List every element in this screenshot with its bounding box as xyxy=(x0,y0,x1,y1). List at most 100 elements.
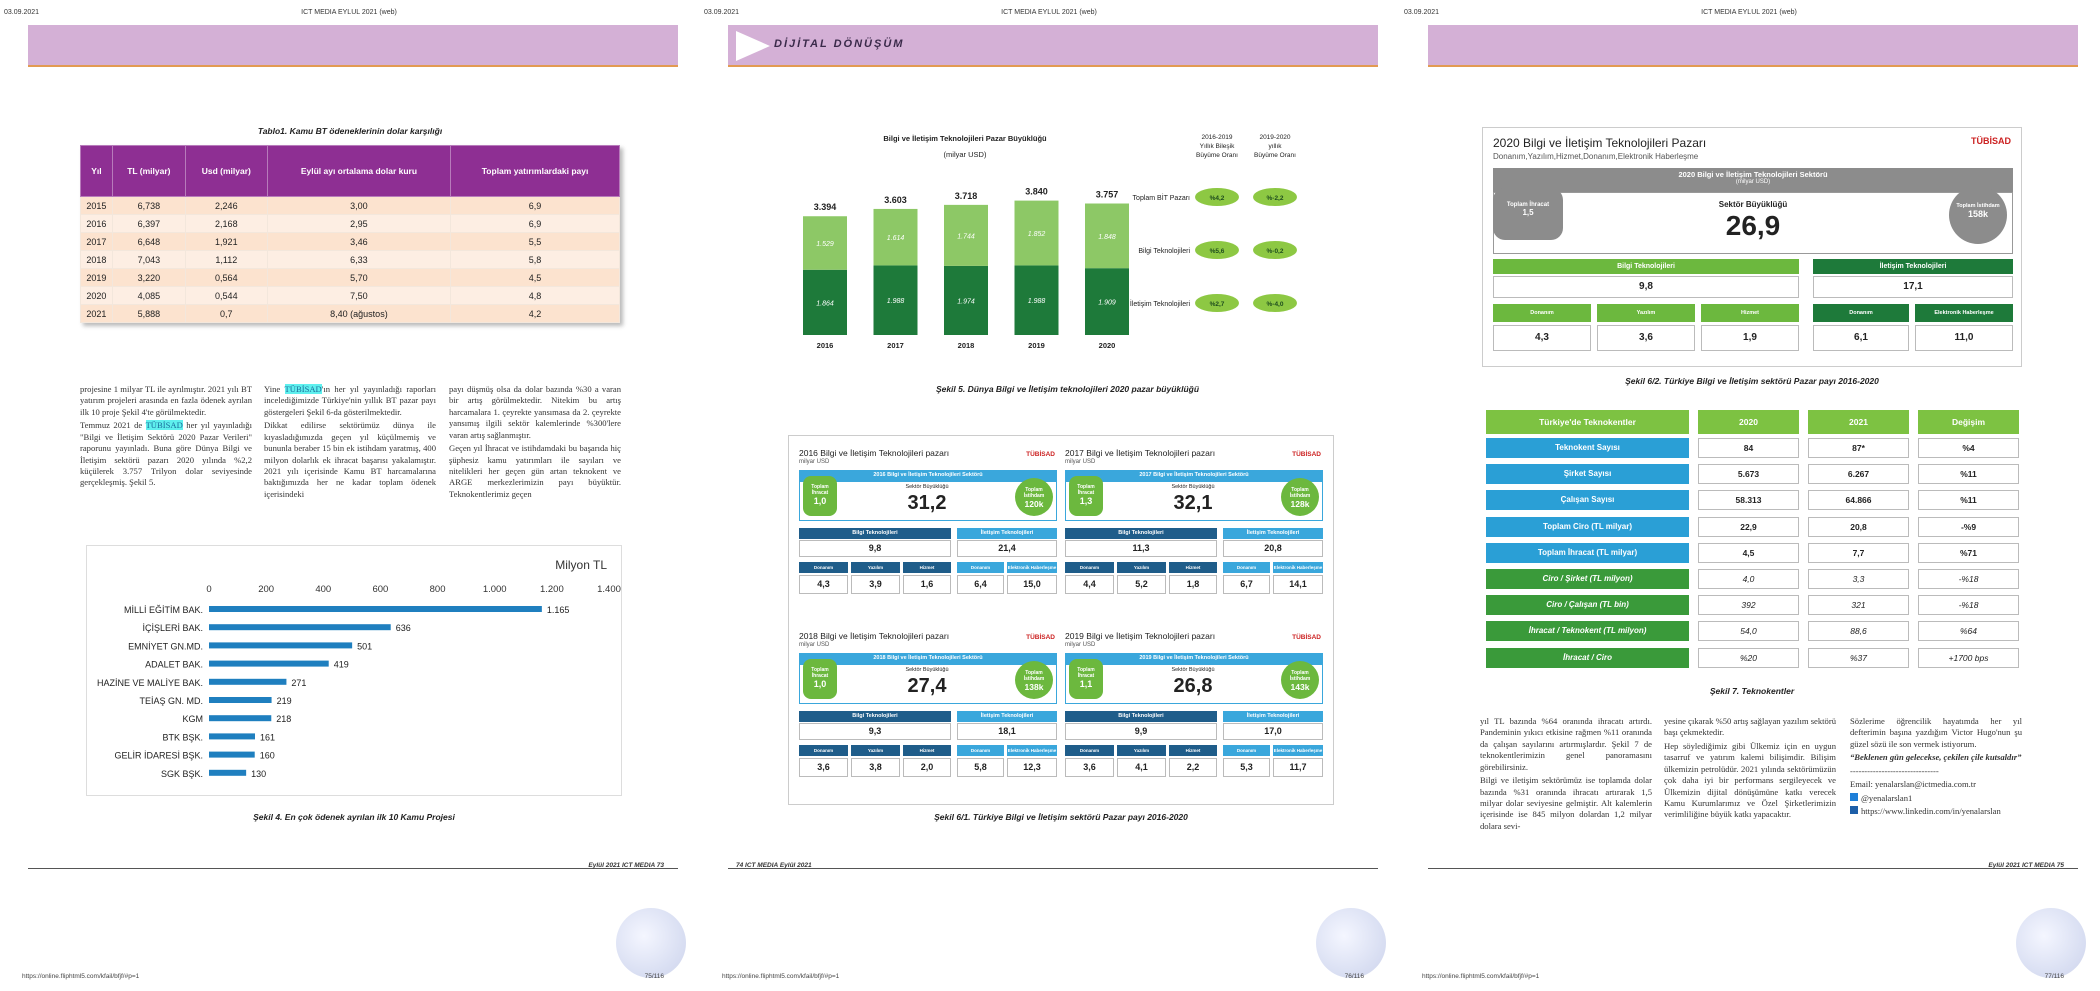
fig61-caption: Şekil 6/1. Türkiye Bilgi ve İletişim sek… xyxy=(934,812,1188,822)
segment-label: 1.614 xyxy=(887,235,905,242)
category-label: TEİAŞ GN. MD. xyxy=(139,696,203,706)
sub-category-value: 3,6 xyxy=(1597,325,1695,351)
size-label: Sektör Büyüklüğü xyxy=(905,484,949,490)
card-subtitle: milyar USD xyxy=(799,642,830,648)
footer-label: 74 ICT MEDIA Eylül 2021 xyxy=(736,862,812,869)
it-label: İletişim Teknolojileri xyxy=(1813,259,2013,274)
category-label: HAZİNE VE MALİYE BAK. xyxy=(97,678,203,688)
sub-category-label: Donanım xyxy=(799,562,848,573)
table-cell: 5,888 xyxy=(111,304,186,323)
table-cell: 2021 xyxy=(80,304,113,323)
card-subtitle: milyar USD xyxy=(1065,459,1096,465)
paragraph: yıl TL bazında %64 oranında ihracatı art… xyxy=(1480,716,1652,772)
table-cell: 4,2 xyxy=(450,304,620,323)
market-card: 2016 Bilgi ve İletişim Teknolojileri paz… xyxy=(797,448,1059,618)
size-label: Sektör Büyüklüğü xyxy=(1171,667,1215,673)
sub-category-label: Elektronik Haberleşme xyxy=(1007,562,1057,573)
export-value: 1,5 xyxy=(1522,208,1534,217)
table-cell: 6,9 xyxy=(450,196,620,215)
employment-badge: Toplam İstihdam 143k xyxy=(1281,661,1319,699)
card-banner: 2018 Bilgi ve İletişim Teknolojileri Sek… xyxy=(799,653,1057,664)
sub-category-label: Yazılım xyxy=(851,562,900,573)
export-badge: Toplam İhracat 1,5 xyxy=(1493,188,1563,240)
x-tick-label: 2020 xyxy=(1099,341,1116,350)
bar xyxy=(209,624,391,631)
card-title: 2020 Bilgi ve İletişim Teknolojileri Paz… xyxy=(1493,136,1707,150)
table-cell: 4,8 xyxy=(450,286,620,305)
header-band: DİJİTAL DÖNÜŞÜM xyxy=(728,25,1378,67)
x-tick-label: 1.200 xyxy=(540,584,564,595)
table-header: Toplam yatırımlardaki payı xyxy=(450,145,620,197)
growth-row-label: Toplam BİT Pazarı xyxy=(1133,193,1191,202)
footer-url[interactable]: https://online.fliphtml5.com/kfail/bfjf/… xyxy=(722,973,840,980)
budget-table: Yıl TL (milyar) Usd (milyar) Eylül ayı orta… xyxy=(80,145,620,323)
export-badge: Toplam İhracat 1,0 xyxy=(803,659,837,699)
category-label: GELİR İDARESİ BŞK. xyxy=(114,751,203,761)
table-row: 2015 6,738 2,246 3,00 6,9 xyxy=(80,196,620,215)
teknokent-cell: 58.313 xyxy=(1698,490,1799,511)
card-banner: 2017 Bilgi ve İletişim Teknolojileri Sek… xyxy=(1065,470,1323,481)
growth-row-label: İletişim Teknolojileri xyxy=(1130,299,1191,308)
table-cell: 5,5 xyxy=(450,232,620,251)
p1-column-3: payı düşmüş olsa da dolar bazında %30 a … xyxy=(449,384,621,502)
teknokent-cell: 22,9 xyxy=(1698,516,1799,537)
tubisad-link[interactable]: TÜBİSAD xyxy=(145,420,183,431)
teknokent-cell: 7,7 xyxy=(1808,542,1909,563)
header-title: ICT MEDIA EYLUL 2021 (web) xyxy=(301,9,397,16)
growth-badge xyxy=(1253,188,1297,206)
page-76: 03.09.2021 ICT MEDIA EYLUL 2021 (web) DİJ… xyxy=(700,0,1400,991)
table-row: 2021 5,888 0,7 8,40 (ağustos) 4,2 xyxy=(80,304,620,323)
sub-category-label: Donanım xyxy=(957,562,1004,573)
linkedin-row[interactable]: https://www.linkedin.com/in/yenalarslan xyxy=(1850,805,2022,817)
teknokent-cell: 6.267 xyxy=(1808,464,1909,485)
author-email[interactable]: Email: yenalarslan@ictmedia.com.tr xyxy=(1850,779,1977,790)
employment-badge: Toplam İstihdam 158k xyxy=(1949,186,2007,244)
sub-category-value: 5,3 xyxy=(1223,758,1270,777)
table-cell: 2020 xyxy=(80,286,113,305)
globe-icon xyxy=(1316,908,1386,978)
table-cell: 4,5 xyxy=(450,268,620,287)
x-tick-label: 1.400 xyxy=(597,584,621,595)
table-cell: 2,246 xyxy=(184,196,268,215)
footer-url[interactable]: https://online.fliphtml5.com/kfail/bfjf/… xyxy=(22,973,140,980)
table-header: Eylül ayı ortalama dolar kuru xyxy=(266,145,452,197)
twitter-row[interactable]: @yenalarslan1 xyxy=(1850,792,2022,804)
growth-value: %-2,2 xyxy=(1267,195,1284,202)
growth-badge xyxy=(1195,294,1239,312)
sub-category-value: 1,9 xyxy=(1701,325,1799,351)
table-cell: 2017 xyxy=(80,232,113,251)
bar xyxy=(209,697,272,703)
x-tick-label: 800 xyxy=(430,584,446,595)
table-row: 2016 6,397 2,168 2,95 6,9 xyxy=(80,214,620,233)
sub-category-value: 4,3 xyxy=(799,575,848,594)
twitter-handle[interactable]: @yenalarslan1 xyxy=(1861,792,1913,803)
category-label: İÇİŞLERİ BAK. xyxy=(142,623,203,633)
tubisad-logo: TÜBİSAD xyxy=(1026,451,1055,458)
x-tick-label: 2019 xyxy=(1028,341,1045,350)
teknokent-cell: %11 xyxy=(1918,490,2019,511)
category-label: ADALET BAK. xyxy=(145,660,203,670)
market-card: 2019 Bilgi ve İletişim Teknolojileri paz… xyxy=(1063,631,1325,801)
sub-category-value: 3,9 xyxy=(851,575,900,594)
footer-url[interactable]: https://online.fliphtml5.com/kfail/bfjf/… xyxy=(1422,973,1540,980)
tubisad-logo: TÜBİSAD xyxy=(1026,634,1055,641)
export-label: Toplam İhracat xyxy=(1077,667,1095,679)
unit-label: Milyon TL xyxy=(555,558,607,572)
total-label: 3.840 xyxy=(1025,187,1048,197)
size-label: Sektör Büyüklüğü xyxy=(1171,484,1215,490)
card-banner: 2019 Bilgi ve İletişim Teknolojileri Sek… xyxy=(1065,653,1323,664)
table-row: 2020 4,085 0,544 7,50 4,8 xyxy=(80,286,620,305)
sub-category-label: Elektronik Haberleşme xyxy=(1273,745,1323,756)
linkedin-url[interactable]: https://www.linkedin.com/in/yenalarslan xyxy=(1861,805,2001,816)
total-label: 3.718 xyxy=(955,191,978,201)
sub-category-value: 3,6 xyxy=(1065,758,1114,777)
teknokent-cell: 84 xyxy=(1698,438,1799,458)
page-header: 03.09.2021 ICT MEDIA EYLUL 2021 (web) xyxy=(1404,9,2094,21)
tubisad-link[interactable]: TÜBİSAD xyxy=(284,384,322,394)
teknokent-row-label: Toplam İhracat (TL milyar) xyxy=(1486,542,1689,563)
card-title: 2019 Bilgi ve İletişim Teknolojileri paz… xyxy=(1065,631,1216,641)
employment-badge: Toplam İstihdam 138k xyxy=(1015,661,1053,699)
bar-segment-bt xyxy=(1014,200,1059,266)
growth-header: Büyüme Oranı xyxy=(1254,152,1296,159)
sub-category-value: 2,0 xyxy=(903,758,951,777)
